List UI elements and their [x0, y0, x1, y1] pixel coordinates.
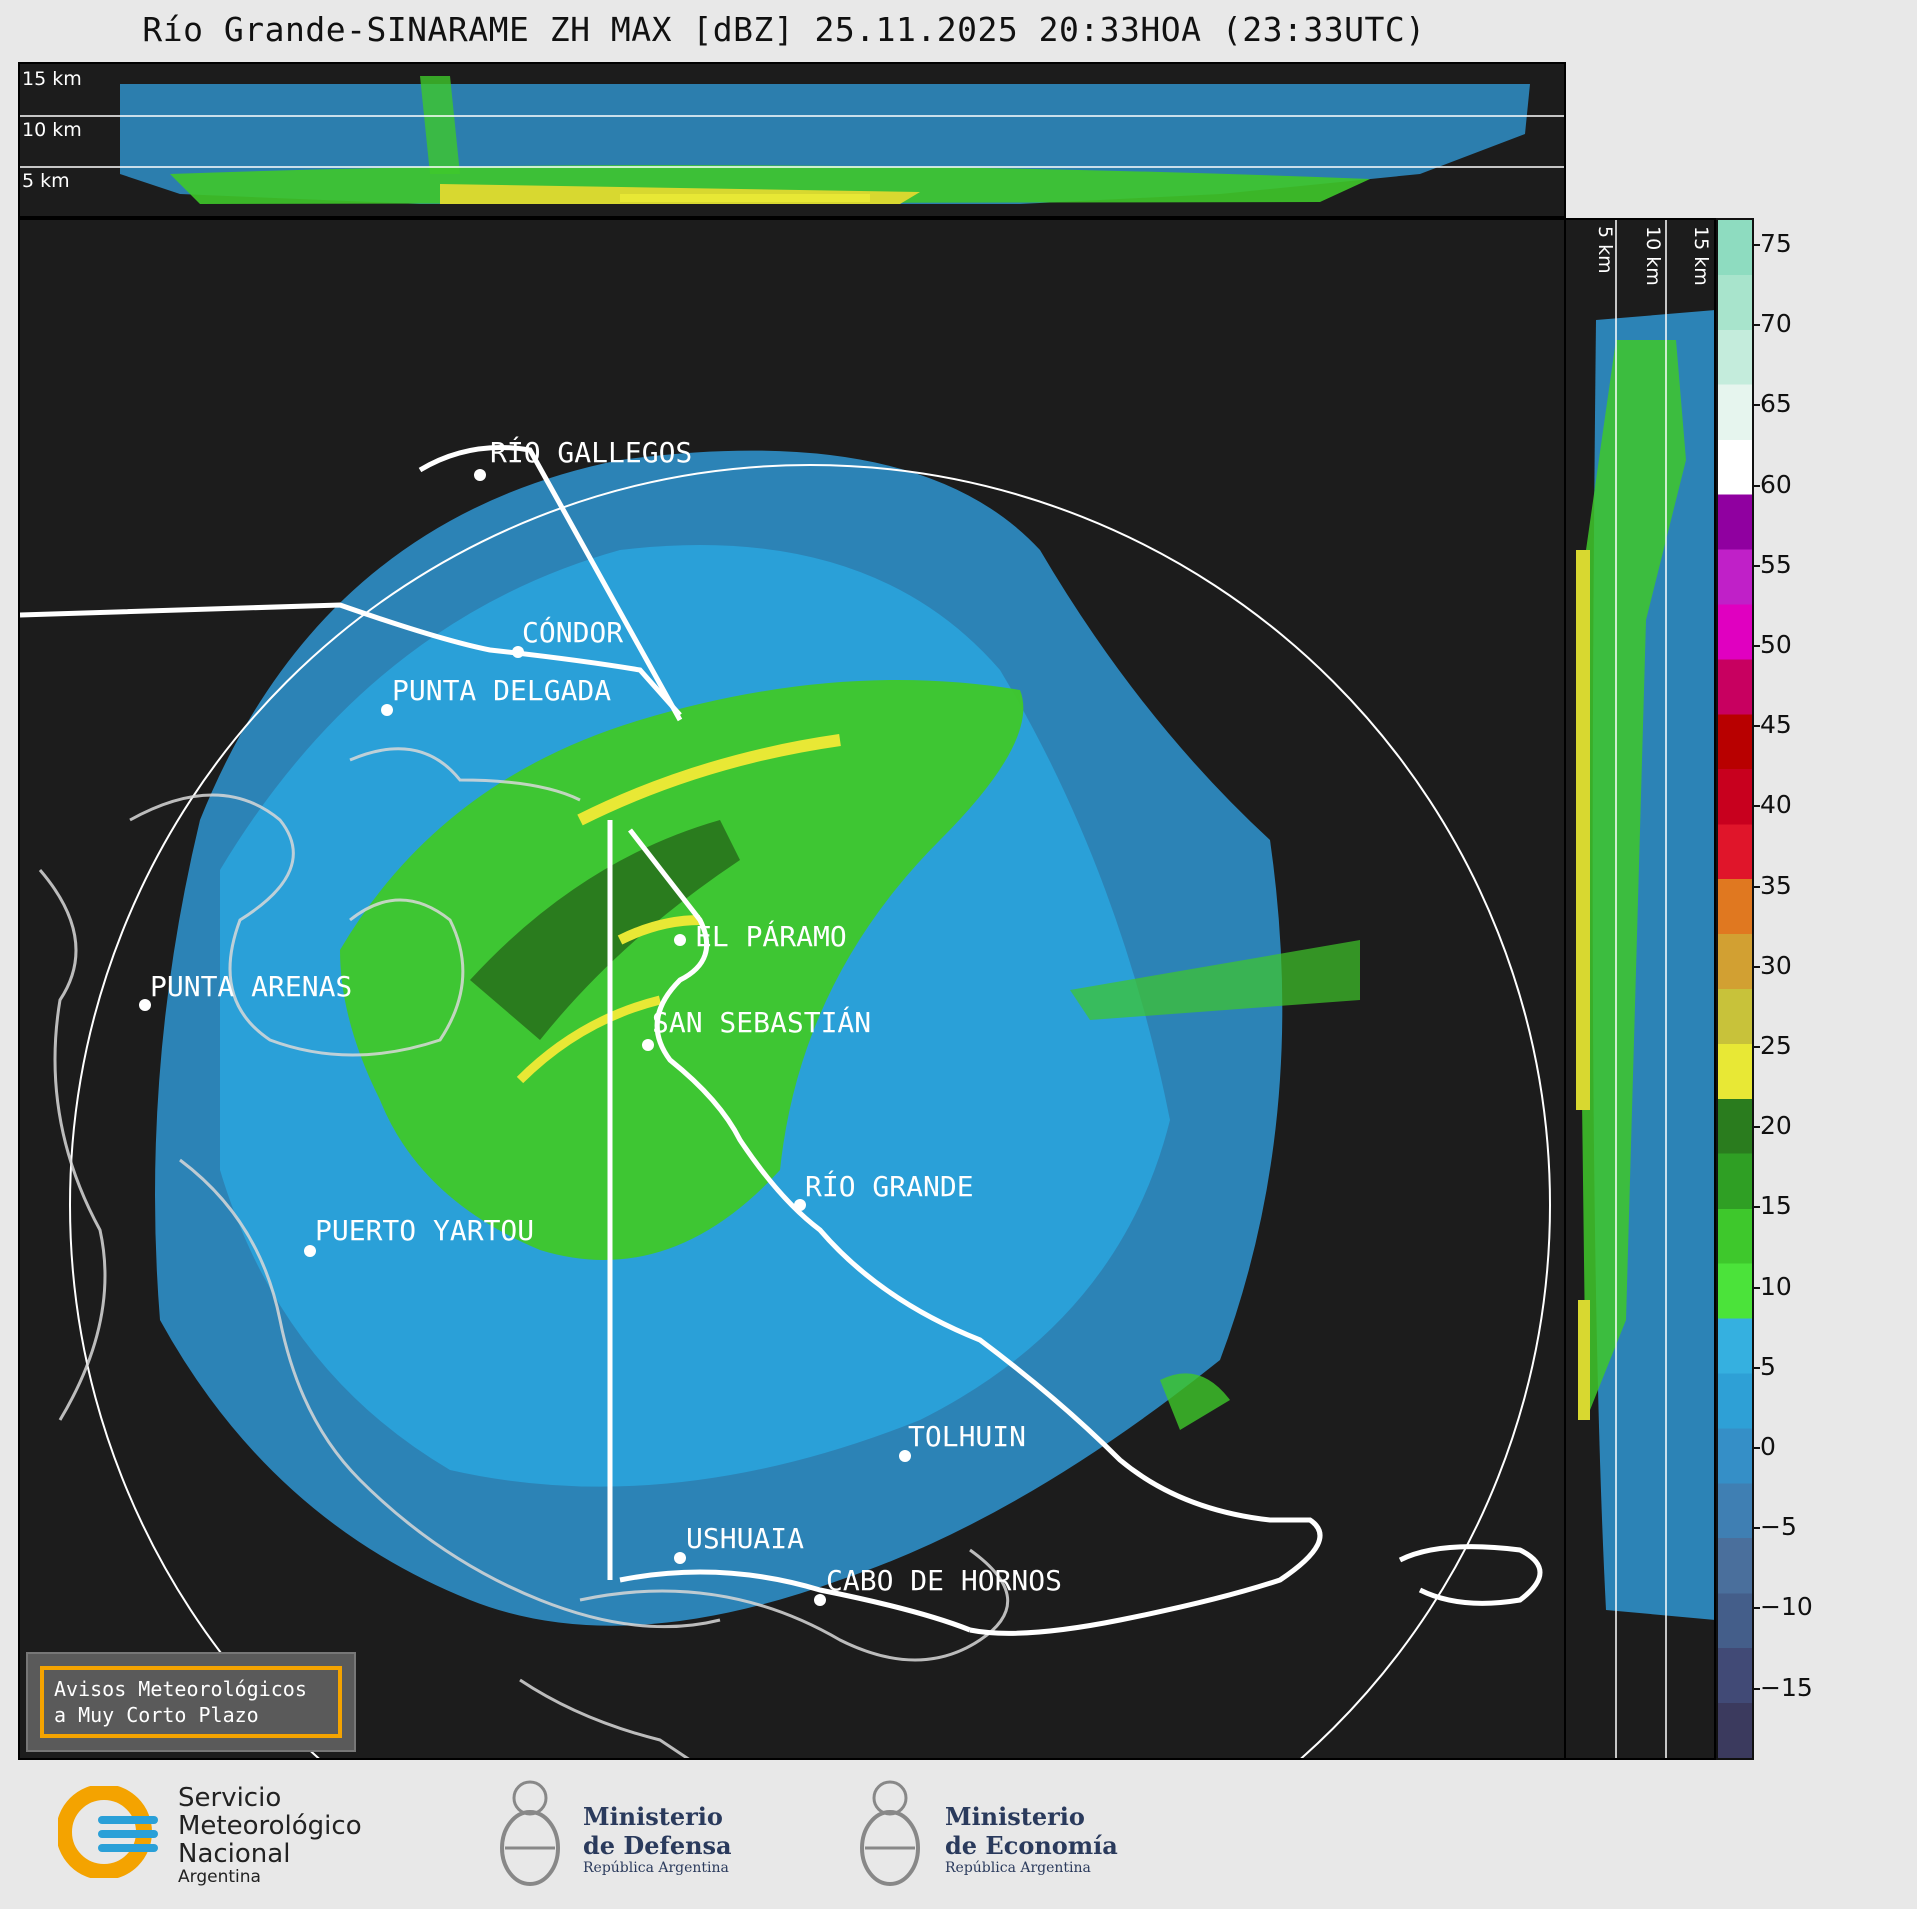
colorbar-tick-label: 70	[1760, 309, 1792, 339]
colorbar-tick-label: 5	[1760, 1351, 1776, 1381]
smn-logo	[56, 1784, 158, 1880]
colorbar-tick-label: 10	[1760, 1271, 1792, 1301]
colorbar-tickmark	[1752, 1286, 1760, 1289]
colorbar-tick-label: 25	[1760, 1031, 1792, 1060]
label-punta-delgada: PUNTA DELGADA	[392, 674, 611, 707]
label-cabo-de-hornos: CABO DE HORNOS	[826, 1564, 1062, 1597]
smn-line-4: Argentina	[178, 1867, 261, 1887]
smn-name: Servicio Meteorológico Nacional Argentin…	[178, 1784, 362, 1886]
economia-line-3: República Argentina	[945, 1860, 1091, 1876]
colorbar-tickmark	[1752, 885, 1760, 888]
vheight-label-10km: 10 km	[1642, 226, 1664, 286]
smn-line-1: Servicio	[178, 1783, 282, 1813]
map-title: Río Grande-SINARAME ZH MAX [dBZ] 25.11.2…	[142, 10, 1426, 49]
height-label-10km: 10 km	[22, 119, 82, 141]
colorbar-tick-label: 35	[1760, 870, 1792, 900]
colorbar-tick-label: −10	[1760, 1592, 1813, 1622]
seal-icon	[860, 1780, 920, 1886]
colorbar-tickmark	[1752, 1527, 1760, 1530]
smn-line-3: Nacional	[178, 1839, 291, 1869]
colorbar-tickmark	[1752, 244, 1760, 246]
economia-line-2: de Economía	[945, 1831, 1118, 1860]
colorbar-tick-label: 15	[1760, 1191, 1792, 1221]
colorbar-tickmark	[1752, 1687, 1760, 1690]
label-rio-grande: RÍO GRANDE	[805, 1169, 974, 1203]
colorbar-tick-label: 50	[1760, 630, 1792, 659]
alert-banner[interactable]: Avisos Meteorológicos a Muy Corto Plazo	[26, 1652, 356, 1752]
colorbar-tick-label: 55	[1760, 549, 1792, 579]
alert-line-2: a Muy Corto Plazo	[54, 1703, 259, 1727]
colorbar-tickmark	[1752, 484, 1760, 487]
label-punta-arenas: PUNTA ARENAS	[150, 970, 352, 1003]
smn-line-2: Meteorológico	[178, 1811, 362, 1841]
colorbar-tick-label: 30	[1760, 950, 1792, 980]
right-cross-section-panel: 5 km 10 km 15 km	[1564, 218, 1716, 1760]
height-label-15km: 15 km	[22, 68, 82, 90]
economia-seal	[855, 1776, 925, 1896]
colorbar-tickmark	[1752, 725, 1760, 728]
label-el-paramo: EL PÁRAMO	[695, 919, 847, 953]
economia-name: Ministerio de Economía República Argenti…	[945, 1802, 1118, 1876]
colorbar-tickmark	[1752, 1366, 1760, 1369]
colorbar-tick-label: −15	[1760, 1672, 1813, 1702]
colorbar-tickmark	[1752, 1206, 1760, 1209]
top-cross-section-panel: 15 km 10 km 5 km	[18, 62, 1566, 218]
height-label-5km: 5 km	[22, 170, 70, 192]
colorbar-tick-label: 0	[1760, 1432, 1776, 1461]
vheight-label-5km: 5 km	[1594, 226, 1616, 274]
label-tolhuin: TOLHUIN	[908, 1420, 1026, 1453]
border-lines	[20, 445, 1543, 1636]
colorbar-tickmark	[1752, 564, 1760, 567]
defensa-line-2: de Defensa	[583, 1831, 732, 1860]
label-san-sebastian: SAN SEBASTIÁN	[652, 1005, 871, 1039]
colorbar-tick-label: 65	[1760, 389, 1792, 419]
defensa-line-1: Ministerio	[583, 1802, 723, 1831]
colorbar-tickmark	[1752, 805, 1760, 808]
colorbar-tick-label: 45	[1760, 710, 1792, 740]
colorbar-tickmark	[1752, 1046, 1760, 1048]
echo-green-band	[340, 680, 1024, 1260]
label-puerto-yartou: PUERTO YARTOU	[315, 1214, 534, 1247]
colorbar-tickmark	[1752, 1126, 1760, 1129]
colorbar-tick-label: 75	[1760, 229, 1792, 258]
coastline	[38, 747, 1009, 1758]
colorbar-tickmark	[1752, 1607, 1760, 1610]
colorbar-tick-label: −5	[1760, 1512, 1797, 1542]
defensa-line-3: República Argentina	[583, 1860, 729, 1876]
top-cross-section-echo	[20, 76, 1564, 204]
colorbar-tickmark	[1752, 404, 1760, 407]
range-ring	[69, 464, 1551, 1758]
economia-line-1: Ministerio	[945, 1802, 1085, 1831]
colorbar-tickmark	[1752, 965, 1760, 968]
smn-logo-icon	[56, 1784, 158, 1880]
radar-map: RÍO GALLEGOS CÓNDOR PUNTA DELGADA EL PÁR…	[20, 435, 1551, 1758]
alert-line-1: Avisos Meteorológicos	[54, 1677, 307, 1701]
label-condor: CÓNDOR	[522, 615, 623, 649]
colorbar-tickmark	[1752, 324, 1760, 327]
label-ushuaia: USHUAIA	[686, 1522, 804, 1555]
defensa-seal	[495, 1776, 565, 1896]
right-cross-section-echo	[1576, 220, 1714, 1758]
vheight-label-15km: 15 km	[1690, 226, 1712, 286]
colorbar-tick-label: 40	[1760, 790, 1792, 820]
colorbar-tick-label: 20	[1760, 1111, 1792, 1141]
colorbar-tickmark	[1752, 645, 1760, 647]
colorbar-tick-label: 60	[1760, 469, 1792, 499]
radar-map-panel: RÍO GALLEGOS CÓNDOR PUNTA DELGADA EL PÁR…	[18, 218, 1566, 1760]
label-rio-gallegos: RÍO GALLEGOS	[490, 435, 692, 469]
colorbar-tickmark	[1752, 1447, 1760, 1449]
seal-icon	[500, 1780, 560, 1886]
city-markers	[139, 469, 911, 1606]
defensa-name: Ministerio de Defensa República Argentin…	[583, 1802, 732, 1876]
colorbar	[1716, 218, 1754, 1760]
